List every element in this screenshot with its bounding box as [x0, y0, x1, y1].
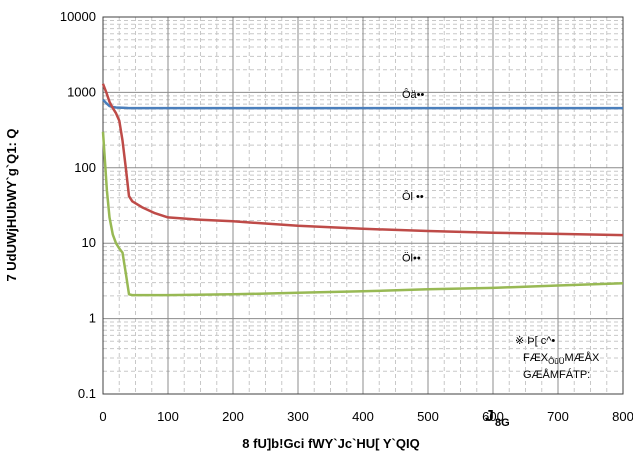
y-tick-label: 1000: [67, 84, 96, 99]
y-tick-label: 10: [82, 235, 96, 250]
note-line-1: ※ Þ[ c^•: [515, 335, 555, 347]
series-line-1: [102, 98, 623, 110]
series-line-3: [101, 131, 624, 297]
note-box: ※ Þ[ c^• FÆXÔûÜMÆÅX GÆÅMFÁTP:: [515, 335, 600, 381]
x-tick-label: 400: [352, 409, 374, 424]
y-tick-labels: 0.1 1 10 100 1000 10000: [60, 9, 96, 401]
x-tick-labels: 0 100 200 300 400 500 600 700 800: [99, 409, 633, 424]
series-line-2: [101, 83, 624, 237]
x-tick-label: 100: [157, 409, 179, 424]
x-tick-label: 0: [99, 409, 106, 424]
x-unit-subscript: 8G: [495, 417, 510, 429]
y-tick-label: 0.1: [78, 386, 96, 401]
x-unit-label: J: [485, 408, 494, 425]
note-line-3: GÆÅMFÁTP:: [523, 368, 590, 381]
x-tick-label: 800: [612, 409, 633, 424]
annotation-1: Ôä••: [402, 88, 425, 101]
annotation-3: Öl••: [402, 252, 421, 264]
x-tick-label: 200: [222, 409, 244, 424]
y-tick-label: 1: [89, 311, 96, 326]
annotations: Ôä•• Ôl •• Öl••: [402, 88, 425, 264]
series-layer: [101, 83, 624, 297]
x-tick-label: 500: [417, 409, 439, 424]
note-line-2-head: FÆX: [523, 352, 549, 364]
annotation-2: Ôl ••: [402, 190, 424, 203]
y-tick-label: 10000: [60, 9, 96, 24]
x-axis-title: 8 fU]b!Gci fWY`Jc`HU[ Y`QIQ: [242, 436, 419, 451]
x-tick-label: 700: [547, 409, 569, 424]
plot-border: [102, 16, 624, 395]
note-line-2-sub: ÔûÜ: [548, 357, 565, 366]
y-tick-label: 100: [74, 160, 96, 175]
x-tick-label: 300: [287, 409, 309, 424]
x-tick-label: 600: [482, 409, 504, 424]
y-axis-title: 7 UdUWjHUbWY`g`Q1: Q: [4, 128, 19, 281]
note-line-2: FÆXÔûÜMÆÅX: [523, 351, 600, 366]
note-line-2-tail: MÆÅX: [565, 351, 601, 364]
